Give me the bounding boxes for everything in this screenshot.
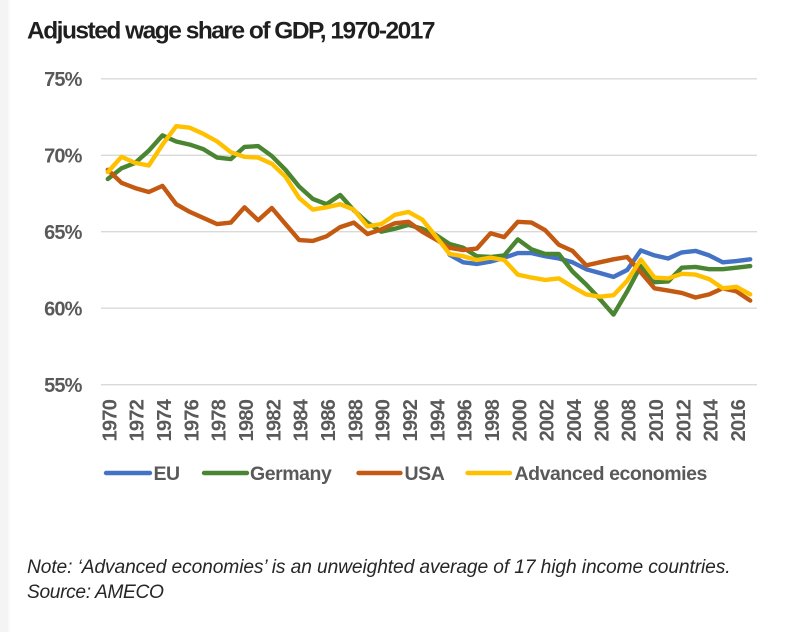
svg-text:1996: 1996 (455, 399, 477, 441)
svg-text:2008: 2008 (619, 399, 641, 441)
svg-text:1986: 1986 (318, 399, 340, 441)
svg-text:55%: 55% (44, 375, 82, 397)
svg-text:Germany: Germany (250, 463, 332, 485)
svg-text:1988: 1988 (345, 399, 367, 441)
svg-text:Source: AMECO: Source: AMECO (27, 582, 164, 603)
svg-text:1974: 1974 (154, 398, 176, 441)
svg-text:USA: USA (405, 463, 445, 485)
svg-text:60%: 60% (44, 298, 82, 320)
svg-text:1970: 1970 (99, 399, 121, 441)
svg-text:2002: 2002 (537, 399, 559, 441)
svg-text:Adjusted wage share of GDP, 19: Adjusted wage share of GDP, 1970-2017 (27, 18, 435, 45)
svg-text:2006: 2006 (591, 399, 613, 441)
svg-text:1998: 1998 (482, 399, 504, 441)
svg-text:2010: 2010 (646, 399, 668, 441)
svg-text:2004: 2004 (564, 398, 586, 441)
svg-text:2000: 2000 (509, 399, 531, 441)
svg-text:1984: 1984 (291, 398, 313, 441)
svg-text:EU: EU (154, 463, 180, 485)
svg-text:75%: 75% (44, 69, 82, 91)
svg-text:1990: 1990 (373, 399, 395, 441)
svg-text:1978: 1978 (209, 399, 231, 441)
svg-text:1972: 1972 (127, 399, 149, 441)
svg-text:1982: 1982 (263, 399, 285, 441)
svg-text:Advanced economies: Advanced economies (515, 463, 708, 485)
svg-text:1976: 1976 (181, 399, 203, 441)
svg-text:Note: ‘Advanced economies’ is: Note: ‘Advanced economies’ is an unweigh… (27, 557, 730, 578)
svg-text:2012: 2012 (673, 399, 695, 441)
svg-text:2016: 2016 (728, 399, 750, 441)
svg-text:70%: 70% (44, 146, 82, 168)
svg-text:65%: 65% (44, 222, 82, 244)
svg-text:1994: 1994 (427, 398, 449, 441)
svg-text:1980: 1980 (236, 399, 258, 441)
svg-text:2014: 2014 (701, 398, 723, 441)
svg-text:1992: 1992 (400, 399, 422, 441)
